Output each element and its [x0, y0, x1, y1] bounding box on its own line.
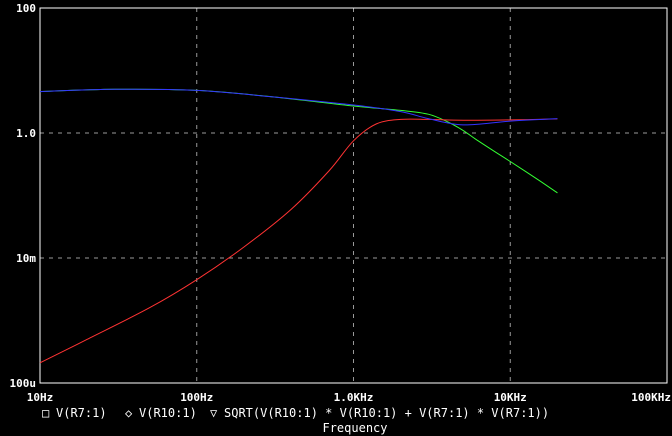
series-sqrt-sum — [39, 88, 558, 126]
y-tick-label: 1.0 — [16, 127, 36, 140]
series-v-r7 — [39, 88, 558, 194]
x-axis-label: Frequency — [322, 421, 387, 435]
legend-label: SQRT(V(R10:1) * V(R10:1) + V(R7:1) * V(R… — [224, 406, 549, 420]
x-tick-label: 10Hz — [27, 391, 54, 404]
legend-marker: □ — [42, 406, 49, 420]
x-tick-label: 100KHz — [631, 391, 671, 404]
series-v-r10 — [39, 118, 558, 364]
y-tick-label: 100 — [16, 2, 36, 15]
grid — [40, 8, 667, 383]
legend-label: V(R7:1) — [56, 406, 107, 420]
x-tick-label: 1.0KHz — [334, 391, 374, 404]
legend-label: V(R10:1) — [139, 406, 197, 420]
y-tick-labels: 100u 10m 1.0 100 — [10, 2, 37, 390]
legend: □ V(R7:1) ◇ V(R10:1) ▽ SQRT(V(R10:1) * V(R10:… — [42, 406, 549, 420]
plot-frame — [39, 7, 668, 384]
x-tick-labels: 10Hz 100Hz 1.0KHz 10KHz 100KHz — [27, 391, 671, 404]
legend-marker: ◇ — [125, 406, 133, 420]
legend-marker: ▽ — [210, 406, 218, 420]
x-tick-label: 10KHz — [494, 391, 527, 404]
y-tick-label: 100u — [10, 377, 37, 390]
x-tick-label: 100Hz — [180, 391, 213, 404]
series-group — [39, 88, 558, 364]
y-tick-label: 10m — [16, 252, 36, 265]
